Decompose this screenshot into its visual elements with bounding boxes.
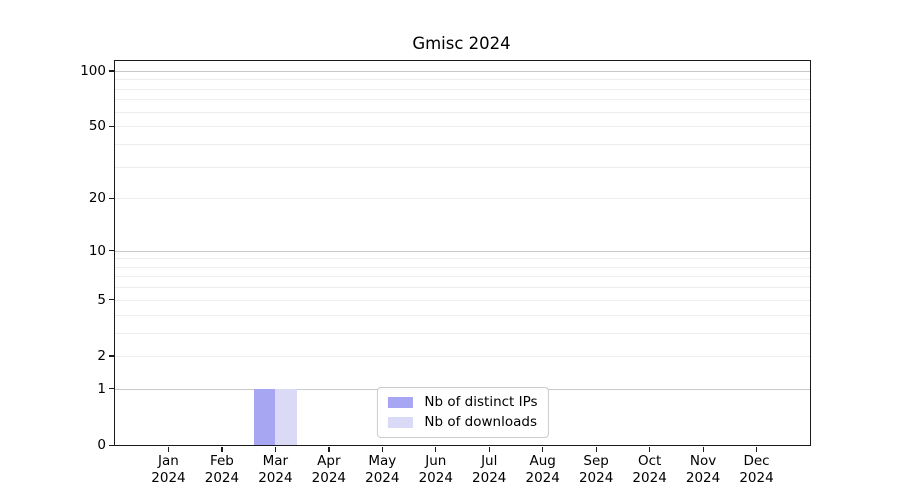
x-tick-label: Sep 2024 [578, 453, 614, 486]
x-tick-mark [649, 447, 651, 452]
x-tick-mark [274, 447, 277, 452]
y-tick-label: 0 [97, 437, 106, 453]
y-tick-label: 100 [80, 62, 106, 79]
x-tick-label: Nov 2024 [685, 453, 721, 486]
x-tick-mark [381, 447, 383, 452]
x-tick-mark [167, 447, 170, 452]
legend-label: Nb of downloads [424, 414, 537, 430]
x-tick-label: Jul 2024 [472, 453, 507, 486]
legend: Nb of distinct IPs Nb of downloads [376, 387, 549, 438]
x-tick-label: Oct 2024 [632, 453, 667, 486]
minor-gridline [115, 126, 810, 128]
y-tick-mark [109, 355, 114, 357]
y-tick-label: 20 [88, 190, 106, 207]
legend-label: Nb of distinct IPs [424, 394, 538, 410]
minor-gridline [115, 266, 810, 268]
minor-gridline [115, 111, 810, 113]
y-tick-label: 1 [97, 380, 106, 397]
legend-item: Nb of distinct IPs [387, 394, 538, 410]
x-tick-mark [328, 447, 330, 452]
minor-gridline [115, 88, 810, 90]
plot-area: 0 1 2 5 10 20 50 100 Jan 2024 Feb 2024 Mar 2024 Ap… [80, 60, 811, 486]
y-tick-mark [109, 444, 114, 446]
x-tick-label: Jan 2024 [151, 453, 186, 486]
minor-gridline [115, 99, 810, 101]
y-tick-label: 50 [88, 118, 106, 135]
x-tick-mark [595, 447, 597, 452]
y-tick-mark [109, 299, 114, 301]
minor-gridline [115, 355, 810, 357]
x-tick-mark [435, 447, 437, 452]
x-tick-mark [221, 447, 223, 452]
bar-nb-of-distinct-ips [254, 388, 276, 445]
minor-gridline [115, 258, 810, 260]
y-tick-label: 2 [97, 347, 106, 364]
x-tick-mark [702, 447, 704, 452]
x-tick-mark [542, 447, 544, 452]
minor-gridline [115, 198, 810, 200]
minor-gridline [115, 287, 810, 289]
y-tick-label: 10 [88, 242, 106, 259]
legend-swatch [387, 397, 413, 408]
x-tick-mark [756, 447, 758, 452]
x-tick-label: May 2024 [365, 453, 400, 486]
y-tick-mark [109, 250, 114, 252]
major-gridline [115, 250, 810, 252]
major-gridline [115, 70, 810, 72]
chart-title: Gmisc 2024 [412, 34, 511, 53]
legend-swatch [387, 417, 413, 428]
bar-nb-of-downloads [275, 388, 297, 445]
x-tick-label: Jun 2024 [418, 453, 453, 486]
x-tick-label: Aug 2024 [525, 453, 560, 486]
y-tick-mark [109, 197, 114, 199]
minor-gridline [115, 143, 810, 145]
x-tick-label: Dec 2024 [739, 453, 774, 486]
y-tick-mark [109, 70, 114, 72]
minor-gridline [115, 79, 810, 81]
x-tick-label: Mar 2024 [258, 453, 293, 486]
x-tick-mark [488, 447, 490, 452]
minor-gridline [115, 276, 810, 278]
y-tick-mark [109, 125, 114, 127]
legend-item: Nb of downloads [387, 415, 537, 430]
minor-gridline [115, 166, 810, 168]
y-tick-mark [109, 388, 114, 390]
legend-items: Nb of distinct IPs Nb of downloads [387, 394, 538, 430]
minor-gridline [115, 314, 810, 316]
minor-gridline [115, 332, 810, 334]
y-tick-label: 5 [97, 291, 106, 308]
x-tick-label: Feb 2024 [204, 453, 240, 486]
x-tick-label: Apr 2024 [311, 453, 347, 486]
minor-gridline [115, 299, 810, 301]
